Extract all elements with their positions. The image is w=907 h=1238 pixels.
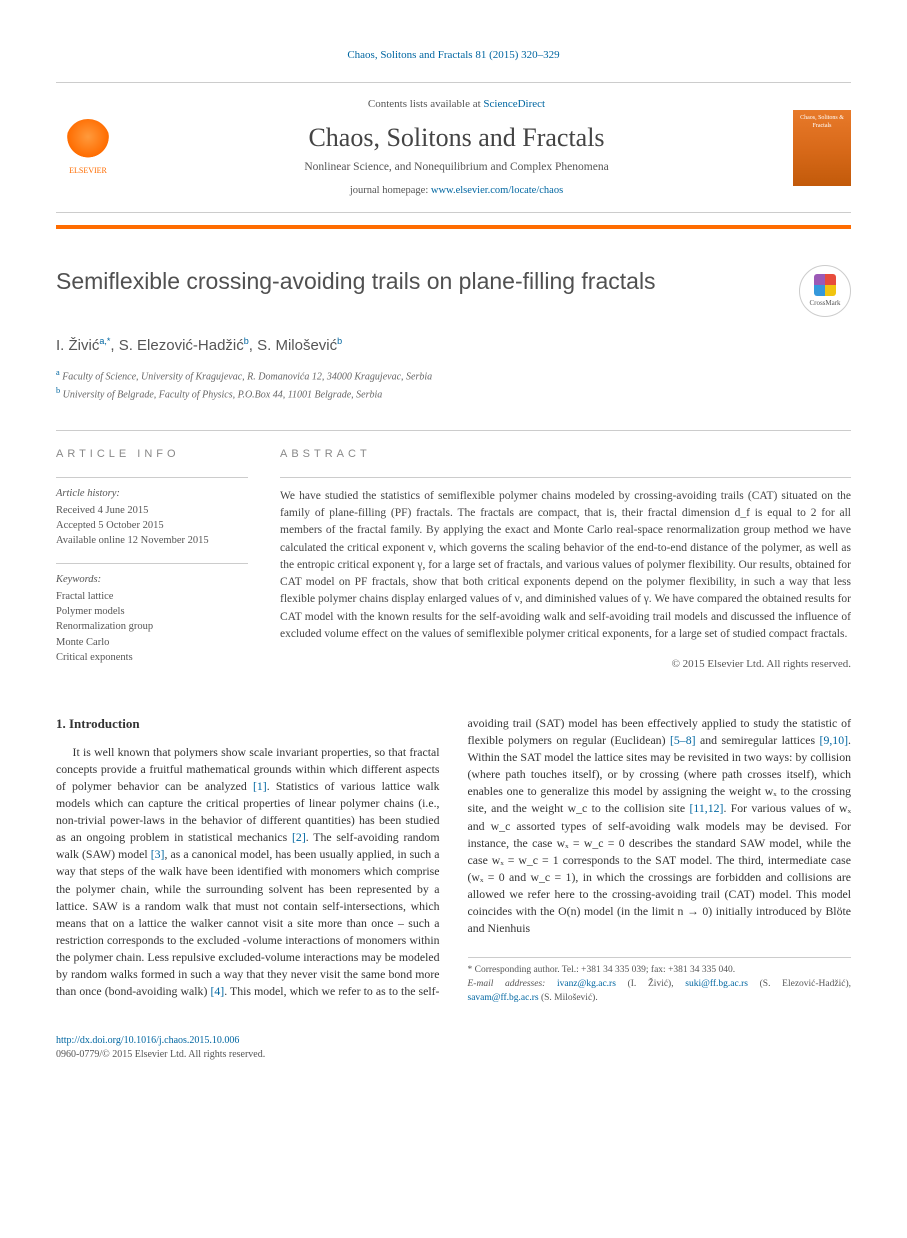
elsevier-logo-label: ELSEVIER (69, 165, 107, 177)
crossmark-label: CrossMark (809, 298, 840, 308)
abstract-heading: ABSTRACT (280, 447, 851, 463)
affiliations: a Faculty of Science, University of Krag… (56, 367, 851, 402)
homepage-link[interactable]: www.elsevier.com/locate/chaos (431, 185, 563, 196)
p1d: , as a canonical model, has been usually… (56, 847, 440, 998)
journal-page: Chaos, Solitons and Fractals 81 (2015) 3… (0, 0, 907, 1103)
crossmark-badge[interactable]: CrossMark (799, 265, 851, 317)
body-two-column: 1. Introduction It is well known that po… (56, 715, 851, 1006)
homepage-prefix: journal homepage: (350, 185, 431, 196)
article-info-heading: ARTICLE INFO (56, 447, 248, 463)
crossmark-icon (814, 274, 836, 296)
email-line: E-mail addresses: ivanz@kg.ac.rs (I. Živ… (468, 978, 852, 1006)
email-label: E-mail addresses: (468, 979, 558, 989)
elsevier-tree-icon (66, 119, 110, 163)
abstract-copyright: © 2015 Elsevier Ltd. All rights reserved… (280, 657, 851, 673)
affil-b-text: University of Belgrade, Faculty of Physi… (60, 389, 382, 400)
section-1-heading: 1. Introduction (56, 715, 440, 734)
affiliation-b: b University of Belgrade, Faculty of Phy… (56, 385, 851, 402)
homepage-line: journal homepage: www.elsevier.com/locat… (138, 183, 775, 198)
journal-subtitle: Nonlinear Science, and Nonequilibrium an… (138, 159, 775, 176)
author-2-affil-link[interactable]: b (244, 336, 249, 346)
journal-cover-thumb[interactable]: Chaos, Solitons & Fractals (793, 110, 851, 186)
masthead: ELSEVIER Contents lists available at Sci… (56, 82, 851, 214)
history-received: Received 4 June 2015 (56, 503, 248, 518)
article-title: Semiflexible crossing-avoiding trails on… (56, 265, 781, 298)
history-online: Available online 12 November 2015 (56, 533, 248, 548)
keywords-label: Keywords: (56, 572, 248, 587)
author-2: S. Elezović-Hadžić (119, 337, 244, 354)
ref-3-link[interactable]: [3] (151, 847, 165, 861)
email-2-name: (S. Elezović-Hadžić), (748, 979, 851, 989)
email-3-link[interactable]: savam@ff.bg.ac.rs (468, 993, 539, 1003)
journal-title: Chaos, Solitons and Fractals (138, 119, 775, 157)
corr-author-line: * Corresponding author. Tel.: +381 34 33… (468, 964, 852, 978)
abstract-text: We have studied the statistics of semifl… (280, 477, 851, 643)
author-list: I. Živića,*, S. Elezović-Hadžićb, S. Mil… (56, 335, 851, 357)
affiliation-a: a Faculty of Science, University of Krag… (56, 367, 851, 384)
running-header: Chaos, Solitons and Fractals 81 (2015) 3… (56, 48, 851, 64)
contents-prefix: Contents lists available at (368, 98, 483, 110)
ref-2-link[interactable]: [2] (292, 830, 306, 844)
article-info-column: ARTICLE INFO Article history: Received 4… (56, 447, 248, 679)
keyword-4: Monte Carlo (56, 635, 248, 650)
history-accepted: Accepted 5 October 2015 (56, 518, 248, 533)
author-1: I. Živić (56, 337, 99, 354)
info-abstract-row: ARTICLE INFO Article history: Received 4… (56, 430, 851, 679)
p1h: . For various values of wₓ and w_c assor… (468, 801, 852, 935)
ref-9-10-link[interactable]: [9,10] (820, 733, 849, 747)
author-3-affil-link[interactable]: b (337, 336, 342, 346)
ref-4-link[interactable]: [4] (210, 984, 224, 998)
keywords-block: Keywords: Fractal lattice Polymer models… (56, 563, 248, 665)
email-1-link[interactable]: ivanz@kg.ac.rs (557, 979, 616, 989)
keyword-1: Fractal lattice (56, 589, 248, 604)
email-1-name: (I. Živić), (616, 979, 685, 989)
contents-line: Contents lists available at ScienceDirec… (138, 97, 775, 113)
elsevier-logo[interactable]: ELSEVIER (56, 112, 120, 184)
corresponding-author-footer: * Corresponding author. Tel.: +381 34 33… (468, 957, 852, 1005)
email-2-link[interactable]: suki@ff.bg.ac.rs (685, 979, 748, 989)
author-3: S. Milošević (257, 337, 337, 354)
sciencedirect-link[interactable]: ScienceDirect (483, 98, 545, 110)
keyword-5: Critical exponents (56, 650, 248, 665)
title-row: Semiflexible crossing-avoiding trails on… (56, 265, 851, 317)
keyword-2: Polymer models (56, 604, 248, 619)
affil-a-text: Faculty of Science, University of Kraguj… (60, 372, 432, 383)
doi-link[interactable]: http://dx.doi.org/10.1016/j.chaos.2015.1… (56, 1035, 239, 1046)
history-label: Article history: (56, 486, 248, 501)
author-1-affil-link[interactable]: a,* (99, 336, 110, 346)
ref-11-12-link[interactable]: [11,12] (689, 801, 723, 815)
email-3-name: (S. Milošević). (539, 993, 598, 1003)
keyword-3: Renormalization group (56, 619, 248, 634)
cover-label: Chaos, Solitons & Fractals (800, 115, 844, 130)
masthead-center: Contents lists available at ScienceDirec… (138, 97, 775, 199)
ref-1-link[interactable]: [1] (253, 779, 267, 793)
ref-5-8-link[interactable]: [5–8] (670, 733, 696, 747)
accent-bar (56, 225, 851, 229)
doi-footer: http://dx.doi.org/10.1016/j.chaos.2015.1… (56, 1034, 851, 1063)
history-block: Article history: Received 4 June 2015 Ac… (56, 477, 248, 549)
abstract-column: ABSTRACT We have studied the statistics … (280, 447, 851, 679)
p1f: and semiregular lattices (696, 733, 820, 747)
issn-copyright-line: 0960-0779/© 2015 Elsevier Ltd. All right… (56, 1048, 851, 1063)
